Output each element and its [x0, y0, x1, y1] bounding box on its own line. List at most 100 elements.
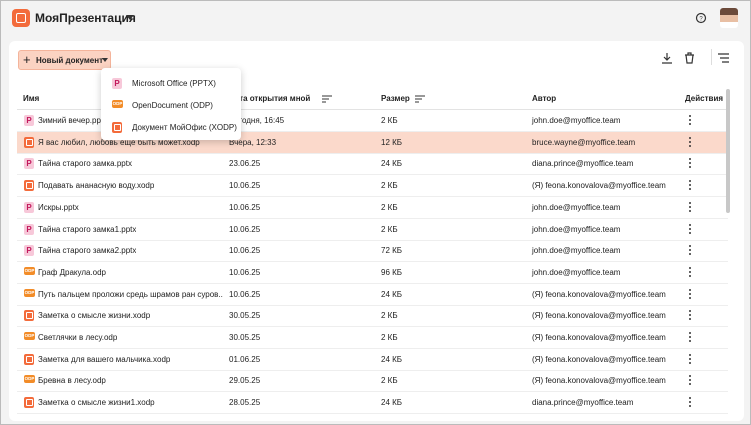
file-name[interactable]: Зимний вечер.pptx [38, 116, 108, 125]
file-name[interactable]: Заметка о смысле жизни.xodp [38, 311, 151, 321]
row-actions[interactable] [687, 114, 693, 126]
dot [689, 405, 691, 408]
file-name[interactable]: Бревна в лесу.odp [38, 376, 106, 386]
row-actions[interactable] [687, 157, 693, 169]
column-header[interactable]: Размер [381, 94, 410, 103]
row-actions[interactable] [687, 266, 693, 278]
file-date: 10.06.25 [229, 267, 261, 277]
title-caret[interactable] [126, 15, 134, 21]
row-actions[interactable] [687, 396, 693, 408]
menu-item[interactable]: Документ МойОфис (XODP) [101, 116, 241, 138]
download-icon[interactable] [661, 52, 673, 64]
dot [689, 336, 691, 338]
row-actions[interactable] [687, 309, 693, 321]
file-row[interactable]: ODP Бревна в лесу.odp 29.05.25 2 КБ (Я) feon… [17, 370, 728, 393]
file-row[interactable]: P Тайна старого замка1.pptx 10.06.25 2 КБ jo… [17, 219, 728, 241]
row-actions[interactable] [687, 179, 693, 191]
file-row[interactable]: ODP Светлячки в лесу.odp 30.05.25 2 КБ (Я) f… [17, 327, 728, 349]
file-name[interactable]: Путь пальцем проложи средь шрамов ран су… [38, 289, 223, 299]
file-row[interactable]: ODP Граф Дракула.odp 10.06.25 96 КБ john.doe… [17, 262, 728, 284]
file-author: john.doe@myoffice.team [532, 246, 621, 256]
file-row[interactable]: ODP Путь пальцем проложи средь шрамов ран… [17, 284, 728, 306]
file-name[interactable]: Тайна старого замка1.pptx [38, 224, 137, 234]
file-name[interactable]: Светлячки в лесу.odp [38, 333, 118, 342]
menu-item-label: Microsoft Office (PPTX) [132, 79, 216, 88]
file-row[interactable]: P Искры.pptx 10.06.25 2 КБ john.doe@myoffice… [17, 197, 728, 219]
dot [689, 332, 691, 334]
file-name[interactable]: Я вас любил, любовь еще быть может.xodp [38, 137, 200, 147]
sort-icon[interactable] [415, 95, 425, 103]
file-row[interactable]: Заметка для вашего мальчика.xodp 01.06.25… [17, 349, 728, 371]
row-actions[interactable] [687, 201, 693, 213]
filter-icon[interactable] [718, 53, 729, 63]
menu-item[interactable]: P Microsoft Office (PPTX) [101, 72, 241, 94]
delete-icon[interactable] [684, 52, 695, 64]
dot [689, 292, 691, 295]
dot [689, 119, 691, 121]
file-size: 24 КБ [381, 354, 403, 364]
sort-icon[interactable] [322, 95, 332, 103]
file-name[interactable]: Подавать ананасную воду.xodp [38, 181, 155, 191]
scrollbar[interactable] [726, 89, 730, 213]
file-row[interactable]: P Тайна старого замка.pptx 23.06.25 24 КБ di… [17, 153, 728, 176]
row-actions[interactable] [687, 136, 693, 148]
file-icon: ODP [24, 288, 35, 297]
new-document-button[interactable]: + Новый документ [18, 50, 111, 70]
help-icon[interactable]: ? [695, 12, 707, 24]
file-name[interactable]: Заметка для вашего мальчика.xodp [38, 354, 171, 364]
row-actions[interactable] [687, 288, 693, 300]
user-avatar[interactable] [720, 8, 738, 28]
file-name[interactable]: Граф Дракула.odp [38, 267, 107, 277]
file-row[interactable]: P Тайна старого замка2.pptx 10.06.25 72 КБ j… [17, 240, 728, 263]
column-header: Действия [685, 94, 724, 103]
file-icon: ODP [24, 266, 35, 275]
dot [689, 184, 691, 187]
file-icon [24, 397, 34, 409]
file-row[interactable]: Заметка о смысле жизни.xodp 30.05.25 2 КБ (… [17, 305, 728, 328]
column-header[interactable]: Имя [23, 94, 40, 103]
file-name[interactable]: Тайна старого замка.pptx [38, 159, 132, 169]
dot [689, 231, 691, 234]
file-size: 12 КБ [381, 137, 403, 147]
new-document-menu: P Microsoft Office (PPTX) ODP OpenDocument … [101, 68, 241, 140]
row-actions[interactable] [687, 244, 693, 256]
file-icon: ODP [24, 332, 35, 340]
file-author: diana.prince@myoffice.team [532, 159, 634, 169]
row-actions[interactable] [687, 223, 693, 235]
dot [689, 266, 691, 269]
file-icon: P [24, 201, 34, 213]
row-actions[interactable] [687, 353, 693, 365]
column-header[interactable]: Дата открытия мной [229, 94, 311, 103]
menu-item[interactable]: ODP OpenDocument (ODP) [101, 94, 241, 116]
dot [689, 383, 691, 386]
file-row[interactable]: Подавать ананасную воду.xodp 10.06.25 2 КБ… [17, 175, 728, 198]
file-name[interactable]: Искры.pptx [38, 202, 79, 212]
file-date: 10.06.25 [229, 202, 261, 212]
dot [689, 270, 691, 273]
file-row[interactable]: Заметка о смысле жизни1.xodp 28.05.25 24 К… [17, 392, 728, 415]
file-size: 2 КБ [381, 333, 398, 342]
file-size: 24 КБ [381, 398, 403, 408]
dot [689, 245, 691, 248]
new-document-label: Новый документ [36, 56, 103, 65]
file-date: 10.06.25 [229, 246, 261, 256]
dot [689, 223, 691, 226]
row-actions[interactable] [687, 331, 693, 343]
dot [689, 123, 691, 125]
file-date: 10.06.25 [229, 181, 261, 191]
file-name[interactable]: Тайна старого замка2.pptx [38, 246, 137, 256]
file-size: 2 КБ [381, 376, 398, 386]
app-title[interactable]: МояПрезентация [35, 11, 136, 25]
file-row[interactable]: P Зимний вечер.pptx Сегодня, 16:45 2 КБ john… [17, 110, 728, 132]
dot [689, 253, 691, 256]
file-size: 24 КБ [381, 159, 403, 169]
file-name[interactable]: Заметка о смысле жизни1.xodp [38, 398, 155, 408]
menu-item-label: Документ МойОфис (XODP) [132, 123, 237, 132]
row-actions[interactable] [687, 374, 693, 386]
file-author: john.doe@myoffice.team [532, 116, 621, 125]
file-icon: P [24, 223, 34, 235]
column-header[interactable]: Автор [532, 94, 557, 103]
file-author: john.doe@myoffice.team [532, 202, 621, 212]
dot [689, 136, 691, 139]
